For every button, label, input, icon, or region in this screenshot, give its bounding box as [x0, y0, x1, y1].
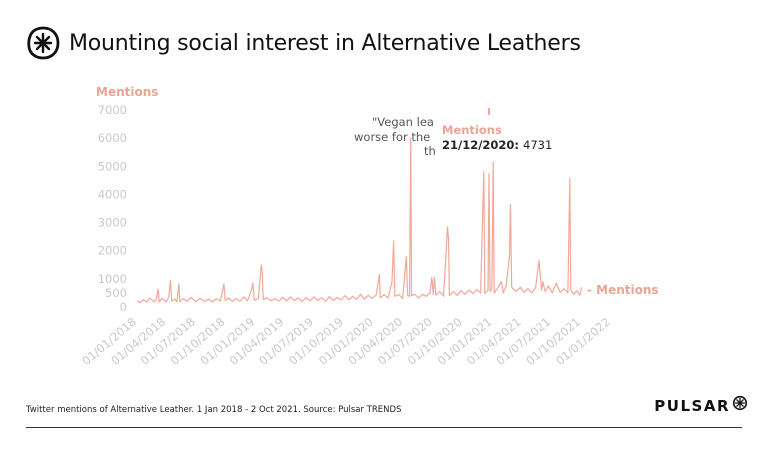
source-note: Twitter mentions of Alternative Leather.…	[26, 405, 402, 415]
brand-logo: PULSAR	[654, 395, 748, 415]
tooltip-value: 21/12/2020: 4731	[442, 138, 552, 152]
chart-title: Mounting social interest in Alternative …	[69, 30, 581, 56]
tooltip-number: 4731	[523, 138, 552, 152]
tooltip-box	[437, 116, 533, 156]
tooltip-label: Mentions	[442, 123, 502, 137]
y-tick-label: 7000	[98, 103, 127, 117]
tooltip-date: 21/12/2020:	[442, 138, 523, 152]
y-tick-label: 3000	[98, 216, 127, 230]
y-tick-label: 0	[120, 300, 127, 314]
y-axis-label: Mentions	[96, 85, 158, 99]
mentions-line	[136, 137, 583, 304]
y-tick-label: 500	[105, 286, 127, 300]
chart-header: Mounting social interest in Alternative …	[26, 26, 581, 60]
y-tick-label: 4000	[98, 187, 127, 201]
annotation-line: th	[424, 144, 436, 158]
y-tick-label: 5000	[98, 159, 127, 173]
brand-name: PULSAR	[654, 397, 730, 415]
series-end-label: - Mentions	[587, 283, 659, 297]
y-tick-label: 2000	[98, 244, 127, 258]
annotation-line: worse for the	[354, 130, 430, 144]
annotation-line: "Vegan lea	[372, 115, 434, 129]
pulsar-asterisk-icon	[732, 395, 748, 411]
y-tick-label: 1000	[98, 272, 127, 286]
pulsar-asterisk-icon	[27, 26, 60, 60]
y-tick-label: 6000	[98, 131, 127, 145]
footer-divider	[26, 427, 742, 428]
